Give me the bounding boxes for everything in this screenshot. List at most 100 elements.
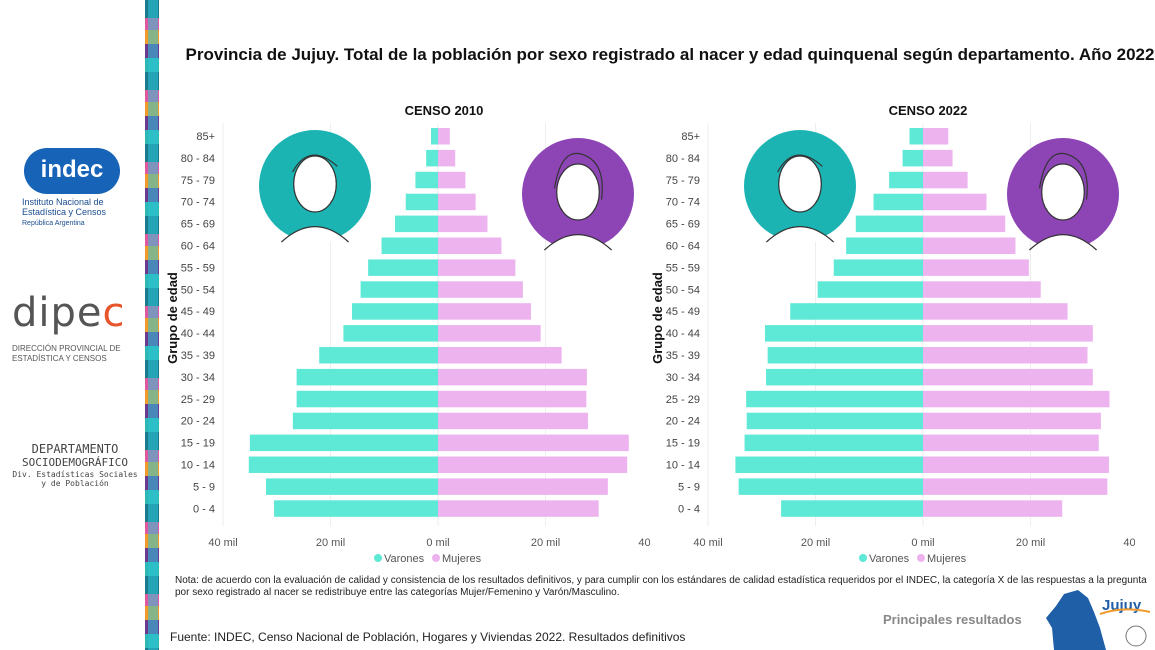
y-tick-label: 55 - 59	[666, 262, 700, 274]
y-tick-label: 30 - 34	[666, 372, 700, 384]
bar-mujeres	[923, 237, 1016, 254]
male-portrait-icon-1-face	[778, 155, 822, 213]
female-portrait-icon-0-shoulders	[543, 234, 613, 251]
depto-line3: Div. Estadísticas Sociales	[12, 470, 138, 479]
x-tick-label: 0 mil	[911, 537, 934, 549]
pyramid-chart-2010: 40 mil 20 mil 0 mil 20 mil 40 mil 85+ 80 - 84 7…	[165, 123, 650, 565]
bar-mujeres	[438, 478, 608, 495]
x-tick-label: 40 mil	[1123, 537, 1135, 549]
male-portrait-icon-0	[259, 130, 371, 243]
bar-mujeres	[923, 215, 1006, 233]
bar-mujeres	[438, 259, 516, 276]
bar-mujeres	[923, 368, 1093, 386]
male-portrait-icon-0-face	[293, 155, 337, 213]
indec-logo: indec	[24, 148, 120, 194]
female-portrait-icon-1-face	[1041, 163, 1085, 221]
decorative-stripe-overlay	[148, 0, 158, 650]
dipec-logo-a: dipe	[12, 290, 103, 336]
female-portrait-icon-1	[1007, 138, 1119, 251]
male-portrait-icon-1-hair	[777, 154, 823, 173]
y-tick-label: 65 - 69	[181, 219, 215, 231]
bar-mujeres	[438, 281, 523, 298]
bar-varones	[738, 478, 923, 495]
bar-varones	[781, 500, 923, 517]
bar-mujeres	[923, 434, 1099, 452]
bar-varones	[266, 478, 438, 495]
bar-varones	[274, 500, 438, 517]
depto-line4: y de Población	[41, 479, 109, 488]
bar-varones	[889, 171, 923, 189]
y-tick-label: 60 - 64	[666, 241, 700, 253]
y-tick-label: 75 - 79	[181, 175, 215, 187]
bar-varones	[735, 456, 923, 473]
x-tick-label: 40 mil	[638, 537, 650, 549]
bar-varones	[746, 412, 923, 430]
bar-varones	[767, 347, 923, 364]
legend-label-varones: Varones	[384, 553, 425, 565]
bar-mujeres	[923, 478, 1108, 495]
bar-varones	[790, 303, 923, 320]
y-tick-label: 45 - 49	[666, 306, 700, 318]
y-tick-label: 75 - 79	[666, 175, 700, 187]
footnote: Nota: de acuerdo con la evaluación de ca…	[175, 575, 1147, 598]
dipec-line2: ESTADÍSTICA Y CENSOS	[12, 354, 107, 363]
x-tick-label: 0 mil	[426, 537, 449, 549]
y-tick-label: 60 - 64	[181, 241, 215, 253]
y-tick-label: 70 - 74	[181, 197, 215, 209]
y-tick-label: 50 - 54	[181, 284, 215, 296]
female-portrait-icon-1-hair	[1038, 152, 1088, 200]
chart-title-2010: CENSO 2010	[404, 103, 484, 118]
bar-varones	[909, 128, 923, 145]
y-tick-label: 10 - 14	[181, 460, 215, 472]
y-tick-label: 35 - 39	[666, 350, 700, 362]
legend-marker-varones	[859, 554, 867, 562]
y-tick-label: 15 - 19	[666, 438, 700, 450]
y-tick-label: 55 - 59	[181, 262, 215, 274]
y-tick-label: 50 - 54	[666, 284, 700, 296]
male-portrait-icon-0-shoulders	[280, 226, 350, 243]
y-tick-label: 80 - 84	[181, 153, 215, 165]
bar-mujeres	[438, 237, 502, 254]
bar-varones	[360, 281, 438, 298]
bar-mujeres	[438, 325, 541, 342]
bar-varones	[405, 193, 438, 211]
bar-mujeres	[438, 303, 531, 320]
depto-line1: DEPARTAMENTO	[31, 442, 119, 456]
bar-varones	[249, 434, 438, 452]
female-portrait-icon-0-face	[556, 163, 600, 221]
y-tick-label: 25 - 29	[181, 394, 215, 406]
y-tick-label: 30 - 34	[181, 372, 215, 384]
bar-mujeres	[438, 368, 587, 386]
bar-varones	[292, 412, 438, 430]
depto-line2: SOCIODEMOGRÁFICO	[22, 456, 128, 469]
bar-mujeres	[438, 434, 629, 452]
bar-varones	[296, 390, 438, 408]
legend-marker-mujeres	[432, 554, 440, 562]
jujuy-map-shape	[1046, 590, 1106, 650]
dipec-subtitle: DIRECCIÓN PROVINCIAL DE ESTADÍSTICA Y CE…	[12, 344, 142, 364]
bar-varones	[846, 237, 923, 254]
y-tick-label: 0 - 4	[193, 503, 215, 515]
bar-mujeres	[923, 171, 968, 189]
y-tick-label: 40 - 44	[181, 328, 215, 340]
dipec-logo-b: c	[102, 290, 126, 336]
bar-mujeres	[923, 500, 1063, 517]
y-tick-label: 45 - 49	[181, 306, 215, 318]
y-tick-label: 80 - 84	[666, 153, 700, 165]
principales-resultados-label: Principales resultados	[883, 612, 1022, 627]
bar-varones	[296, 368, 438, 386]
legend-marker-mujeres	[917, 554, 925, 562]
y-tick-label: 85+	[196, 131, 215, 143]
y-tick-label: 70 - 74	[666, 197, 700, 209]
legend-marker-varones	[374, 554, 382, 562]
depto-logo: DEPARTAMENTO SOCIODEMOGRÁFICO Div. Estad…	[8, 442, 142, 488]
bar-mujeres	[923, 128, 949, 145]
y-tick-label: 85+	[681, 131, 700, 143]
bar-mujeres	[923, 412, 1101, 430]
y-tick-label: 40 - 44	[666, 328, 700, 340]
legend-label-mujeres: Mujeres	[927, 553, 967, 565]
bar-mujeres	[438, 500, 599, 517]
bar-varones	[426, 149, 438, 167]
bar-mujeres	[438, 412, 588, 430]
y-tick-label: 20 - 24	[666, 416, 700, 428]
